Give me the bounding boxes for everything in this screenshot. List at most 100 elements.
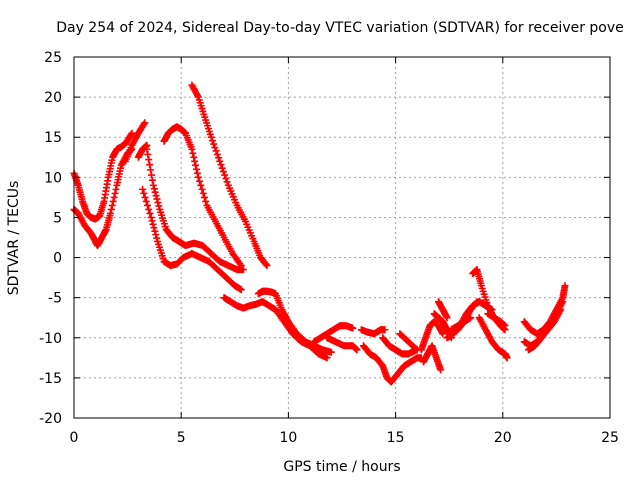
data-point	[210, 140, 218, 148]
series-arc-26	[484, 310, 509, 330]
y-tick-label: 5	[53, 210, 62, 226]
y-tick-label: 25	[44, 50, 62, 66]
y-tick-label: 15	[44, 130, 62, 146]
data-point	[208, 137, 216, 145]
data-point	[110, 193, 118, 201]
data-point	[152, 192, 160, 200]
series-arc-6	[139, 185, 245, 294]
data-point	[237, 286, 245, 294]
series-arc-18	[419, 342, 445, 374]
data-point	[145, 156, 153, 164]
data-point	[153, 234, 161, 242]
series-arc-17	[417, 318, 447, 354]
series-arc-23	[447, 298, 481, 338]
data-point	[155, 202, 163, 210]
data-point	[109, 197, 117, 205]
data-point	[128, 129, 136, 137]
data-point	[141, 119, 149, 127]
data-point	[223, 178, 231, 186]
plot-frame	[73, 56, 611, 419]
y-tick-label: 20	[44, 90, 62, 106]
series-arc-3	[121, 119, 149, 165]
data-point	[561, 282, 569, 290]
data-point	[149, 181, 157, 189]
data-point	[239, 266, 247, 274]
data-point	[107, 205, 115, 213]
series-arc-16	[396, 330, 421, 354]
data-point	[353, 346, 361, 354]
data-point	[193, 169, 201, 177]
data-point	[140, 189, 148, 197]
y-tick-label: 10	[44, 170, 62, 186]
data-point	[142, 197, 150, 205]
data-point	[349, 324, 357, 332]
chart-title: Day 254 of 2024, Sidereal Day-to-day VTE…	[56, 20, 624, 36]
series-arc-10	[254, 287, 335, 356]
data-point	[148, 217, 156, 225]
x-tick-label: 15	[387, 430, 405, 446]
series-arc-12	[323, 334, 361, 354]
grid-lines	[74, 57, 610, 418]
data-point	[145, 205, 153, 213]
data-point	[196, 177, 204, 185]
data-point	[190, 153, 198, 161]
data-marks	[70, 81, 569, 386]
series-arc-29	[525, 306, 565, 354]
data-point	[151, 227, 159, 235]
data-point	[150, 224, 158, 232]
data-point	[412, 345, 420, 353]
data-point	[221, 171, 229, 179]
data-point	[198, 185, 206, 193]
data-point	[147, 166, 155, 174]
data-point	[263, 262, 271, 270]
data-point	[151, 188, 159, 196]
data-point	[215, 154, 223, 162]
data-point	[193, 165, 201, 173]
data-point	[439, 330, 447, 338]
data-point	[154, 199, 162, 207]
data-point	[153, 195, 161, 203]
series-arc-9	[220, 294, 331, 362]
y-tick-label: 0	[53, 251, 62, 267]
data-point	[219, 168, 227, 176]
data-point	[323, 354, 331, 362]
data-point	[216, 157, 224, 165]
data-point	[557, 306, 565, 314]
data-point	[200, 193, 208, 201]
data-point	[197, 181, 205, 189]
data-point	[207, 133, 215, 141]
y-tick-label: -20	[39, 411, 62, 427]
data-point	[140, 120, 148, 128]
data-point	[437, 366, 445, 374]
data-point	[192, 161, 200, 169]
series-arc-8	[188, 81, 271, 270]
data-point	[147, 213, 155, 221]
data-point	[222, 174, 230, 182]
data-point	[211, 144, 219, 152]
series-arc-25	[475, 314, 511, 362]
x-tick-label: 10	[279, 430, 297, 446]
data-point	[108, 201, 116, 209]
y-tick-label: -15	[39, 371, 62, 387]
series-arc-15	[379, 334, 421, 358]
data-point	[143, 145, 151, 153]
data-point	[237, 262, 245, 270]
data-point	[139, 185, 147, 193]
data-point	[111, 189, 119, 197]
axis-ticks	[73, 56, 611, 419]
data-point	[472, 299, 480, 307]
data-point	[141, 193, 149, 201]
data-point	[146, 161, 154, 169]
data-point	[189, 149, 197, 157]
x-axis-label: GPS time / hours	[283, 459, 400, 475]
data-point	[327, 348, 335, 356]
data-point	[503, 354, 511, 362]
series-arc-13	[357, 326, 389, 338]
data-point	[202, 197, 210, 205]
series-arc-20	[434, 298, 451, 322]
data-point	[217, 161, 225, 169]
series-arc-7	[160, 123, 245, 270]
data-point	[112, 185, 120, 193]
data-point	[144, 150, 152, 158]
